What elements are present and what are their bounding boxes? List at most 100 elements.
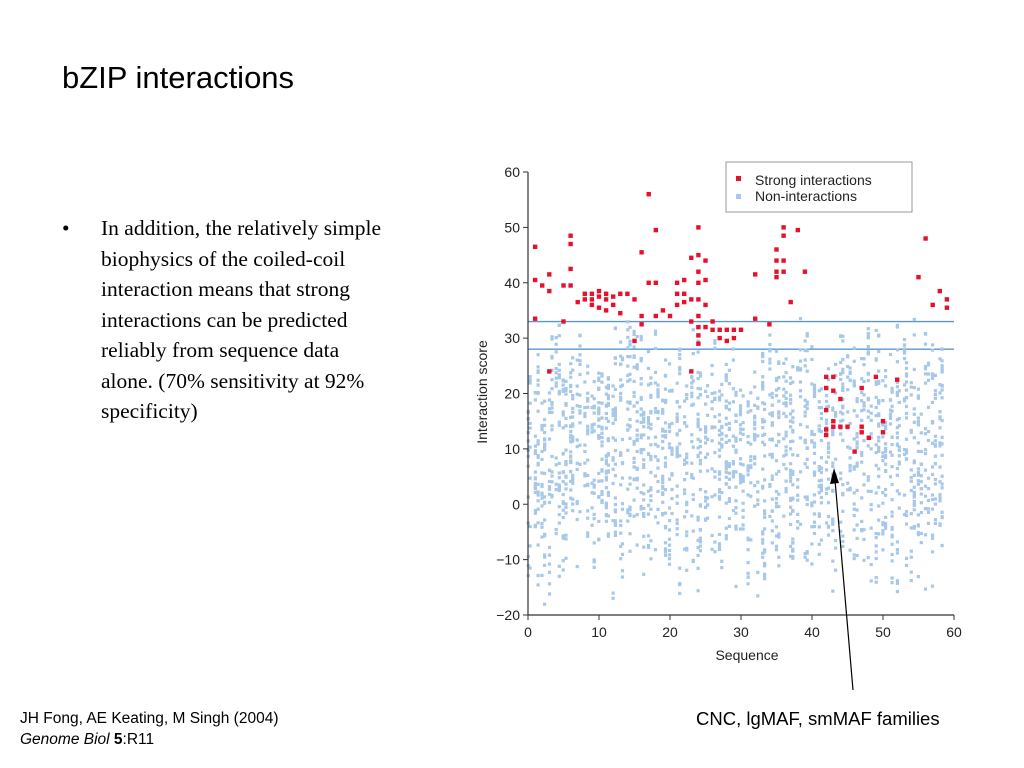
non-interaction-point [761, 401, 765, 405]
non-interaction-point [777, 469, 781, 473]
non-interaction-point [890, 576, 894, 580]
non-interaction-point [895, 551, 899, 555]
non-interaction-point [592, 404, 596, 408]
non-interaction-point [590, 394, 594, 398]
non-interaction-point [784, 453, 788, 457]
non-interaction-point [575, 384, 579, 388]
non-interaction-point [561, 568, 565, 572]
non-interaction-point [571, 394, 575, 398]
non-interaction-point [536, 442, 540, 446]
non-interaction-point [606, 490, 610, 494]
non-interaction-point [923, 533, 928, 537]
non-interaction-point [846, 410, 850, 414]
non-interaction-point [691, 476, 695, 480]
strong-interaction-point [540, 283, 545, 288]
non-interaction-point [604, 404, 608, 408]
non-interaction-point [881, 491, 885, 495]
strong-interaction-point [802, 269, 808, 274]
non-interaction-point [805, 400, 809, 404]
non-interaction-point [761, 555, 765, 559]
non-interaction-point [756, 594, 760, 598]
non-interaction-point [600, 490, 604, 494]
non-interaction-point [909, 430, 913, 434]
non-interaction-point [543, 602, 547, 606]
non-interaction-point [866, 331, 870, 336]
non-interaction-point [930, 584, 935, 588]
non-interaction-point [753, 462, 757, 466]
non-interaction-point [784, 357, 788, 361]
non-interaction-point [770, 438, 774, 442]
non-interaction-point [675, 448, 679, 452]
non-interaction-point [557, 505, 561, 509]
non-interaction-point [869, 489, 873, 493]
non-interaction-point [642, 534, 646, 538]
strong-interaction-point [639, 322, 644, 327]
non-interaction-point [862, 401, 866, 405]
non-interaction-point [741, 527, 745, 531]
non-interaction-point [710, 467, 714, 471]
non-interaction-point [756, 480, 760, 484]
non-interaction-point [706, 413, 710, 417]
non-interaction-point [536, 378, 540, 382]
non-interaction-point [912, 333, 916, 337]
non-interaction-point [557, 389, 561, 394]
non-interaction-point [774, 349, 779, 353]
non-interaction-point [866, 415, 870, 419]
non-interaction-point [632, 478, 636, 482]
non-interaction-point [930, 533, 935, 537]
non-interaction-point [635, 365, 639, 369]
non-interaction-point [632, 365, 636, 369]
non-interaction-point [774, 379, 779, 383]
non-interaction-point [550, 454, 554, 459]
non-interaction-point [895, 548, 899, 552]
non-interaction-point [550, 406, 554, 410]
non-interaction-point [620, 542, 625, 546]
non-interaction-point [663, 456, 668, 460]
non-interaction-point [774, 388, 779, 392]
non-interaction-point [724, 404, 728, 409]
non-interaction-point [926, 438, 931, 443]
non-interaction-point [590, 426, 594, 430]
non-interaction-point [675, 521, 679, 526]
non-interaction-point [713, 339, 717, 343]
non-interaction-point [604, 392, 608, 396]
non-interaction-point [586, 428, 590, 433]
non-interaction-point [606, 397, 610, 401]
non-interaction-point [661, 491, 665, 495]
non-interaction-point [862, 393, 866, 397]
non-interaction-point [768, 393, 772, 397]
non-interaction-point [890, 525, 894, 530]
non-interaction-point [884, 515, 888, 519]
non-interaction-point [874, 395, 878, 399]
non-interaction-point [791, 509, 795, 513]
non-interaction-point [812, 473, 817, 477]
non-interaction-point [575, 392, 579, 396]
non-interaction-point [571, 415, 575, 419]
non-interaction-point [685, 503, 689, 507]
legend-swatch-strong [736, 176, 741, 181]
non-interaction-point [895, 348, 899, 352]
non-interaction-point [698, 462, 702, 466]
non-interaction-point [791, 430, 795, 434]
non-interaction-point [727, 477, 731, 481]
non-interaction-point [848, 446, 852, 450]
non-interaction-point [571, 406, 575, 410]
non-interaction-point [569, 433, 573, 437]
non-interaction-point [763, 572, 767, 576]
slide-title: bZIP interactions [62, 60, 295, 95]
non-interaction-point [597, 408, 601, 412]
strong-interaction-point [795, 227, 800, 233]
non-interaction-point [782, 401, 786, 405]
non-interaction-point [812, 470, 817, 474]
non-interaction-point [916, 416, 920, 420]
strong-interaction-point [703, 324, 708, 330]
strong-interaction-point [880, 419, 886, 424]
non-interaction-point [675, 501, 679, 505]
non-interaction-point [819, 501, 823, 505]
non-interaction-point [528, 401, 532, 405]
non-interaction-point [777, 564, 781, 568]
non-interaction-point [819, 430, 823, 434]
non-interaction-point [938, 357, 942, 361]
non-interaction-point [874, 382, 878, 387]
non-interaction-point [543, 442, 547, 446]
